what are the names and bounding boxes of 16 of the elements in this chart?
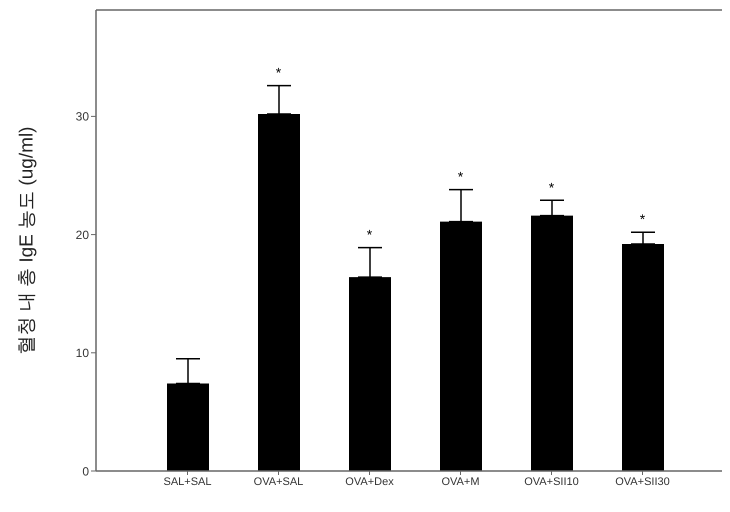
x-tick-label: OVA+SII30 bbox=[615, 476, 670, 488]
x-tick-label: OVA+SAL bbox=[254, 476, 304, 488]
x-tick-label: SAL+SAL bbox=[163, 476, 212, 488]
annotation: * bbox=[548, 179, 555, 196]
y-tick-label: 20 bbox=[76, 228, 90, 242]
annotation: * bbox=[276, 64, 282, 81]
y-tick-label: 0 bbox=[82, 464, 90, 478]
x-tick-label: OVA+M bbox=[441, 476, 480, 488]
x-tick-label: OVA+Dex bbox=[345, 476, 394, 488]
y-tick-label: 30 bbox=[76, 110, 90, 124]
annotation: * bbox=[458, 168, 464, 185]
annotation: * bbox=[366, 226, 373, 243]
x-tick-label: OVA+SII10 bbox=[524, 476, 579, 488]
y-axis-title: 혈청 내 총 IgE 농도 (ug/ml) bbox=[16, 126, 38, 355]
annotation: * bbox=[640, 211, 646, 228]
y-tick-label: 10 bbox=[76, 346, 90, 360]
